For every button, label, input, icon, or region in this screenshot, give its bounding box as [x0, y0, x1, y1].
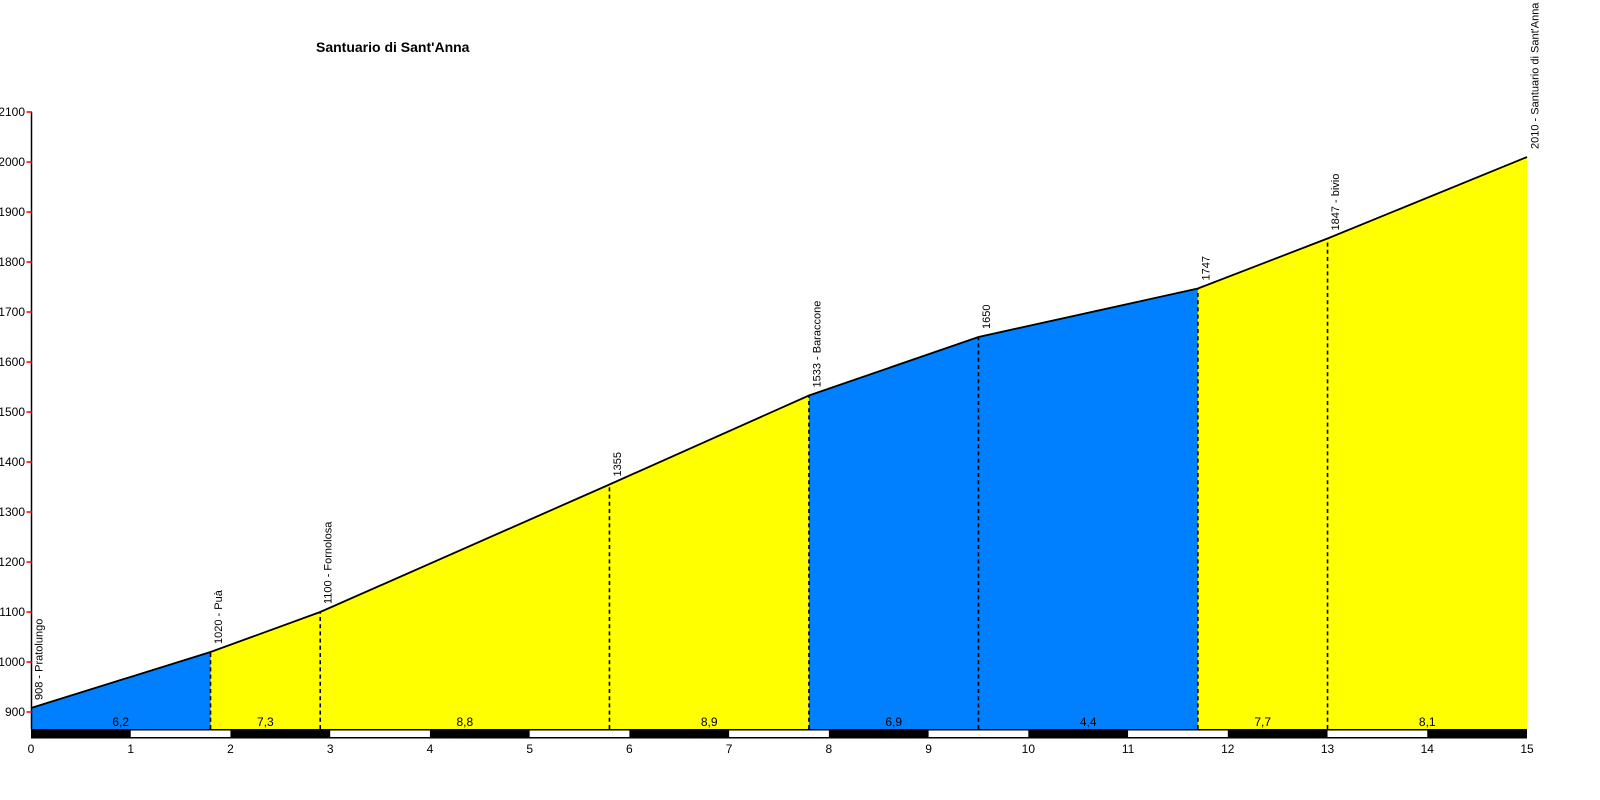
waypoint-label: 908 - Pratolungo [34, 619, 46, 700]
y-axis-tick-label: 1500 [0, 405, 25, 419]
segment-fills-layer [31, 157, 1527, 729]
km-ruler-white-segment [1327, 730, 1428, 737]
x-axis-tick-label: 11 [1122, 742, 1135, 756]
waypoint-label: 1847 - bivio [1330, 174, 1342, 231]
y-axis-tick-label: 900 [5, 705, 25, 719]
x-axis-tick-label: 9 [925, 742, 932, 756]
x-axis-tick-label: 10 [1022, 742, 1036, 756]
y-axis-tick-label: 1400 [0, 455, 25, 469]
waypoint-label: 1747 [1200, 256, 1212, 280]
x-axis-tick-label: 14 [1421, 742, 1435, 756]
segment-gradient-label: 7,7 [1254, 715, 1271, 729]
y-axis-tick-label: 1800 [0, 255, 25, 269]
km-ruler-white-segment [330, 730, 430, 737]
y-axis-tick-label: 2000 [0, 155, 25, 169]
x-axis-tick-label: 3 [327, 742, 334, 756]
x-axis-tick-label: 5 [526, 742, 533, 756]
segment-gradient-label: 4,4 [1080, 715, 1097, 729]
segment-area [609, 395, 809, 729]
profile-line [30, 156, 1528, 709]
x-axis-tick-label: 2 [227, 742, 234, 756]
km-ruler-white-segment [1128, 730, 1228, 737]
segment-gradient-label: 6,2 [112, 715, 129, 729]
segment-area [1327, 157, 1527, 729]
km-ruler-white-segment [928, 730, 1029, 737]
x-axis-tick-label: 13 [1321, 742, 1335, 756]
segment-area [1197, 238, 1328, 729]
segment-gradient-label: 8,8 [456, 715, 473, 729]
segment-area [210, 612, 321, 729]
y-axis-tick-label: 2100 [0, 105, 25, 119]
segment-gradient-label: 8,9 [701, 715, 718, 729]
segment-area [31, 652, 211, 729]
y-axis-tick-label: 1700 [0, 305, 25, 319]
waypoint-lines-layer [209, 238, 1329, 729]
y-axis-tick-label: 1200 [0, 555, 25, 569]
x-axis-tick-label: 4 [427, 742, 434, 756]
km-ruler-white-segment [130, 730, 231, 737]
y-axis-tick-label: 1600 [0, 355, 25, 369]
segment-gradient-label: 8,1 [1419, 715, 1436, 729]
x-axis-tick-label: 8 [826, 742, 833, 756]
km-ruler-white-segment [529, 730, 630, 737]
waypoint-label: 1533 - Baraccone [811, 301, 823, 388]
x-axis-tick-label: 6 [626, 742, 633, 756]
y-axis-tick-label: 1000 [0, 655, 25, 669]
segment-area [320, 484, 610, 729]
x-axis-tick-label: 1 [127, 742, 134, 756]
x-axis-tick-label: 0 [28, 742, 35, 756]
axes-layer [26, 111, 33, 729]
km-ruler-layer [31, 729, 1527, 739]
waypoint-label: 1355 [612, 452, 624, 476]
segment-area [808, 337, 979, 729]
segment-gradient-label: 6,9 [885, 715, 902, 729]
x-axis-tick-label: 7 [726, 742, 733, 756]
y-axis-tick-label: 1300 [0, 505, 25, 519]
waypoint-label: 2010 - Santuario di Sant'Anna [1530, 2, 1542, 149]
km-ruler-white-segment [729, 730, 829, 737]
chart-title: Santuario di Sant'Anna [316, 39, 470, 55]
x-axis-tick-label: 12 [1221, 742, 1235, 756]
segment-area [978, 288, 1198, 729]
waypoint-label: 1020 - Puà [213, 589, 225, 644]
waypoint-label: 1650 [981, 305, 993, 329]
y-axis-tick-label: 1900 [0, 205, 25, 219]
y-axis-tick-label: 1100 [0, 605, 25, 619]
waypoint-label: 1100 - Fornolosa [323, 521, 335, 604]
profile-line-layer [30, 156, 1528, 709]
labels-layer: 9001000110012001300140015001600170018001… [0, 2, 1542, 756]
segment-gradient-label: 7,3 [257, 715, 274, 729]
x-axis-tick-label: 15 [1520, 742, 1534, 756]
